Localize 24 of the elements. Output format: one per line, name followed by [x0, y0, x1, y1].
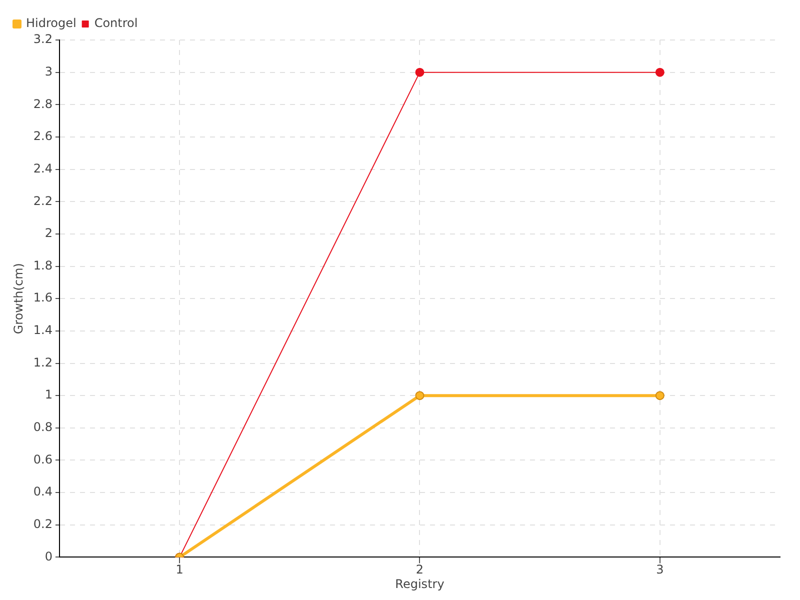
y-tick-label: 2.4: [33, 161, 52, 176]
x-tick-label: 1: [176, 562, 184, 577]
y-tick-label: 2.6: [33, 129, 52, 144]
y-tick-label: 2: [44, 226, 52, 240]
y-tick-label: 0: [44, 549, 52, 564]
y-tick-label: 0.6: [33, 452, 52, 466]
y-tick-label: 1: [44, 388, 52, 402]
y-axis-title: Growth(cm): [11, 263, 26, 334]
legend-label: Control: [94, 16, 138, 30]
y-tick-label: 3: [44, 64, 52, 78]
y-tick-label: 0.4: [33, 484, 52, 499]
x-axis-title: Registry: [395, 576, 444, 591]
y-tick-label: 2.2: [33, 194, 52, 208]
y-tick-label: 0.8: [33, 420, 52, 434]
y-tick-label: 1.6: [33, 290, 52, 305]
x-tick-label: 2: [416, 562, 424, 577]
y-tick-label: 1.8: [33, 258, 52, 272]
y-tick-label: 0.2: [33, 517, 52, 531]
y-tick-label: 2.8: [33, 96, 52, 111]
y-tick-label: 3.2: [33, 32, 52, 46]
x-tick-label: 3: [656, 562, 664, 577]
y-tick-label: 1.4: [33, 323, 52, 338]
legend-label: Hidrogel: [26, 16, 76, 30]
y-tick-label: 1.2: [33, 355, 52, 370]
